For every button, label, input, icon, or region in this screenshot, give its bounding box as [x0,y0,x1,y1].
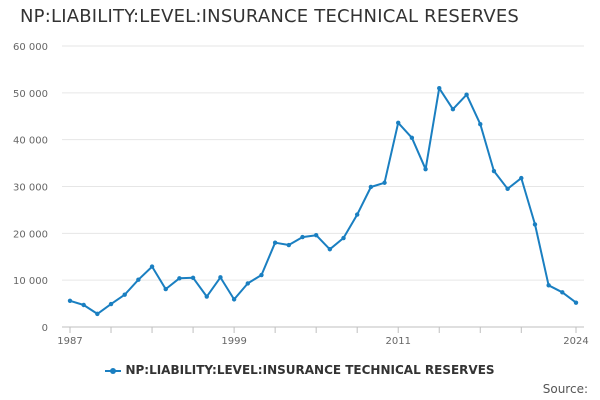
data-point [450,107,456,112]
data-point [108,301,114,307]
data-point [245,281,250,286]
source-label: Source: [542,382,588,396]
data-point [409,135,415,140]
data-point [396,120,401,126]
data-point [259,272,264,278]
data-point [505,186,510,192]
data-point [163,286,168,292]
data-point [95,311,100,317]
data-point [423,166,428,172]
y-tick-label: 40 000 [13,136,48,147]
data-point [313,233,319,238]
data-point [464,92,469,97]
data-point [341,235,346,241]
data-point [368,184,374,190]
data-point [231,297,237,302]
data-point [560,290,565,295]
data-point [136,277,141,282]
data-point [327,247,333,252]
data-point [300,234,305,240]
x-tick-label: 1999 [221,336,246,347]
x-tick-label: 2011 [385,336,410,347]
data-point [573,300,579,305]
chart-title: NP:LIABILITY:LEVEL:INSURANCE TECHNICAL R… [20,6,520,27]
y-tick-label: 30 000 [13,183,48,194]
data-point [437,85,442,91]
legend-item[interactable]: NP:LIABILITY:LEVEL:INSURANCE TECHNICAL R… [0,363,600,377]
data-point [81,302,86,308]
legend-label: NP:LIABILITY:LEVEL:INSURANCE TECHNICAL R… [125,363,495,377]
y-tick-label: 60 000 [13,42,48,53]
y-tick-label: 20 000 [13,229,48,240]
data-point [478,122,483,127]
x-tick-label: 2024 [563,336,588,347]
data-point [218,275,223,280]
y-tick-label: 10 000 [13,276,48,287]
legend-marker-icon [105,366,122,376]
data-point [546,283,551,288]
data-point [272,240,278,245]
data-point [149,264,155,269]
y-tick-label: 50 000 [13,89,48,100]
data-point [382,180,387,185]
data-point [532,222,538,227]
data-point [177,276,182,281]
data-point [354,212,360,217]
y-tick-label: 0 [42,323,48,334]
data-point [190,275,196,281]
data-point [204,294,209,299]
x-tick-label: 1987 [57,336,82,347]
data-point [286,242,292,248]
data-point [519,175,524,181]
series-line [69,87,577,315]
data-point [67,298,73,303]
data-point [491,168,497,174]
data-point [122,292,127,297]
